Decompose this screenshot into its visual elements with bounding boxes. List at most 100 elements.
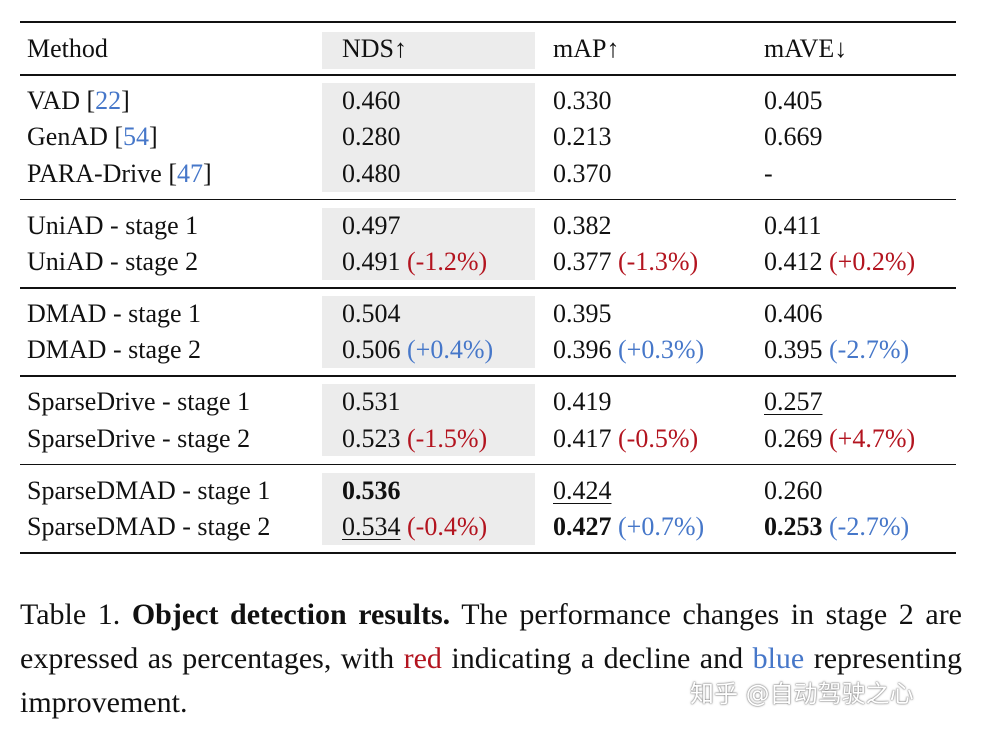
value: 0.405 (764, 86, 823, 115)
value-cell: 0.427 (+0.7%) (553, 512, 704, 542)
value: 0.260 (764, 475, 823, 505)
table-rule (20, 20, 956, 24)
change: (+0.7%) (618, 511, 705, 541)
caption: Table 1. Object detection results. The p… (20, 593, 962, 725)
value: 0.480 (342, 158, 401, 188)
value-cell: 0.377 (-1.3%) (553, 247, 698, 277)
table-rule (20, 463, 956, 466)
value-cell: 0.480 (342, 159, 401, 189)
column-shade (322, 207, 535, 280)
change: (-2.7%) (829, 335, 910, 365)
caption-text: blue (752, 642, 805, 675)
header-cell: mAVE↓ (764, 34, 848, 63)
value: 0.504 (342, 298, 401, 328)
change: (-1.3%) (618, 246, 699, 276)
value: 0.330 (553, 86, 612, 115)
method-text: SparseDrive - stage 1 (27, 387, 251, 417)
value: 0.531 (342, 387, 401, 417)
value: 0.269 (764, 423, 823, 453)
value: 0.257 (764, 387, 823, 417)
value: 0.253 (764, 511, 823, 541)
citation: 54 (123, 122, 150, 152)
table-rule (20, 287, 956, 289)
value: 0.382 (553, 210, 612, 240)
value-cell: 0.370 (553, 159, 612, 189)
method-text: SparseDMAD - stage 2 (27, 511, 271, 541)
value-cell: 0.411 (764, 211, 822, 241)
change: (-0.4%) (407, 511, 488, 541)
value-cell: 0.506 (+0.4%) (342, 335, 493, 365)
caption-text: indicating a decline and (441, 642, 753, 675)
value: 0.491 (342, 246, 401, 276)
value-cell: 0.534 (-0.4%) (342, 512, 487, 542)
method-text: GenAD [ (27, 122, 124, 152)
value: 0.406 (764, 298, 823, 328)
value-cell: 0.260 (764, 476, 823, 506)
caption-text: Table 1. (20, 598, 132, 631)
method-cell: DMAD - stage 1 (27, 299, 201, 329)
value-cell: 0.460 (342, 86, 401, 116)
method-text: SparseDMAD - stage 1 (27, 475, 271, 505)
method-text: VAD [ (27, 86, 96, 115)
value: - (764, 158, 773, 188)
value: 0.497 (342, 210, 401, 240)
change: (+4.7%) (829, 423, 916, 453)
value-cell: 0.523 (-1.5%) (342, 424, 487, 454)
method-text: ] (121, 86, 130, 115)
column-shade (322, 32, 535, 69)
change: (+0.3%) (618, 335, 705, 365)
value-cell: - (764, 159, 773, 189)
table-rule (20, 74, 956, 76)
change: (-1.2%) (407, 246, 488, 276)
method-cell: SparseDrive - stage 1 (27, 387, 250, 417)
value-cell: 0.405 (764, 86, 823, 116)
column-shade (322, 384, 535, 457)
value-cell: 0.257 (764, 387, 823, 417)
value: 0.536 (342, 475, 401, 505)
method-cell: SparseDrive - stage 2 (27, 424, 250, 454)
header-cell: mAP↑ (553, 34, 620, 63)
watermark: 知乎 @自动驾驶之心 (690, 680, 914, 708)
change: (-0.5%) (618, 423, 699, 453)
value-cell: 0.330 (553, 86, 612, 116)
method-text: ] (149, 122, 158, 152)
column-shade (322, 472, 535, 545)
table-rule (20, 198, 956, 201)
value-cell: 0.419 (553, 387, 612, 417)
method-cell: DMAD - stage 2 (27, 335, 201, 365)
value-cell: 0.280 (342, 122, 401, 152)
method-cell: VAD [22] (27, 86, 130, 116)
value-cell: 0.382 (553, 211, 612, 241)
method-cell: SparseDMAD - stage 2 (27, 512, 270, 542)
value: 0.534 (342, 511, 401, 541)
value: 0.395 (764, 335, 823, 365)
value: 0.411 (764, 210, 822, 240)
value-cell: 0.504 (342, 299, 401, 329)
value: 0.417 (553, 423, 612, 453)
value: 0.396 (553, 335, 612, 365)
value: 0.395 (553, 298, 612, 328)
change: (-2.7%) (829, 511, 910, 541)
method-cell: UniAD - stage 1 (27, 211, 198, 241)
table-rule (20, 551, 956, 554)
value: 0.213 (553, 122, 612, 152)
value-cell: 0.531 (342, 387, 401, 417)
value-cell: 0.412 (+0.2%) (764, 247, 915, 277)
column-shade (322, 83, 535, 192)
citation: 47 (176, 158, 203, 188)
value-cell: 0.269 (+4.7%) (764, 424, 915, 454)
value-cell: 0.491 (-1.2%) (342, 247, 487, 277)
value: 0.412 (764, 246, 823, 276)
value-cell: 0.396 (+0.3%) (553, 335, 704, 365)
value: 0.280 (342, 122, 401, 152)
method-cell: GenAD [54] (27, 122, 158, 152)
method-cell: UniAD - stage 2 (27, 247, 198, 277)
value: 0.523 (342, 423, 401, 453)
value: 0.506 (342, 335, 401, 365)
method-text: UniAD - stage 1 (27, 210, 199, 240)
value: 0.460 (342, 86, 401, 115)
change: (+0.2%) (829, 246, 916, 276)
method-text: PARA-Drive [ (27, 158, 177, 188)
caption-text: The performance changes in stage 2 are e… (20, 598, 962, 675)
